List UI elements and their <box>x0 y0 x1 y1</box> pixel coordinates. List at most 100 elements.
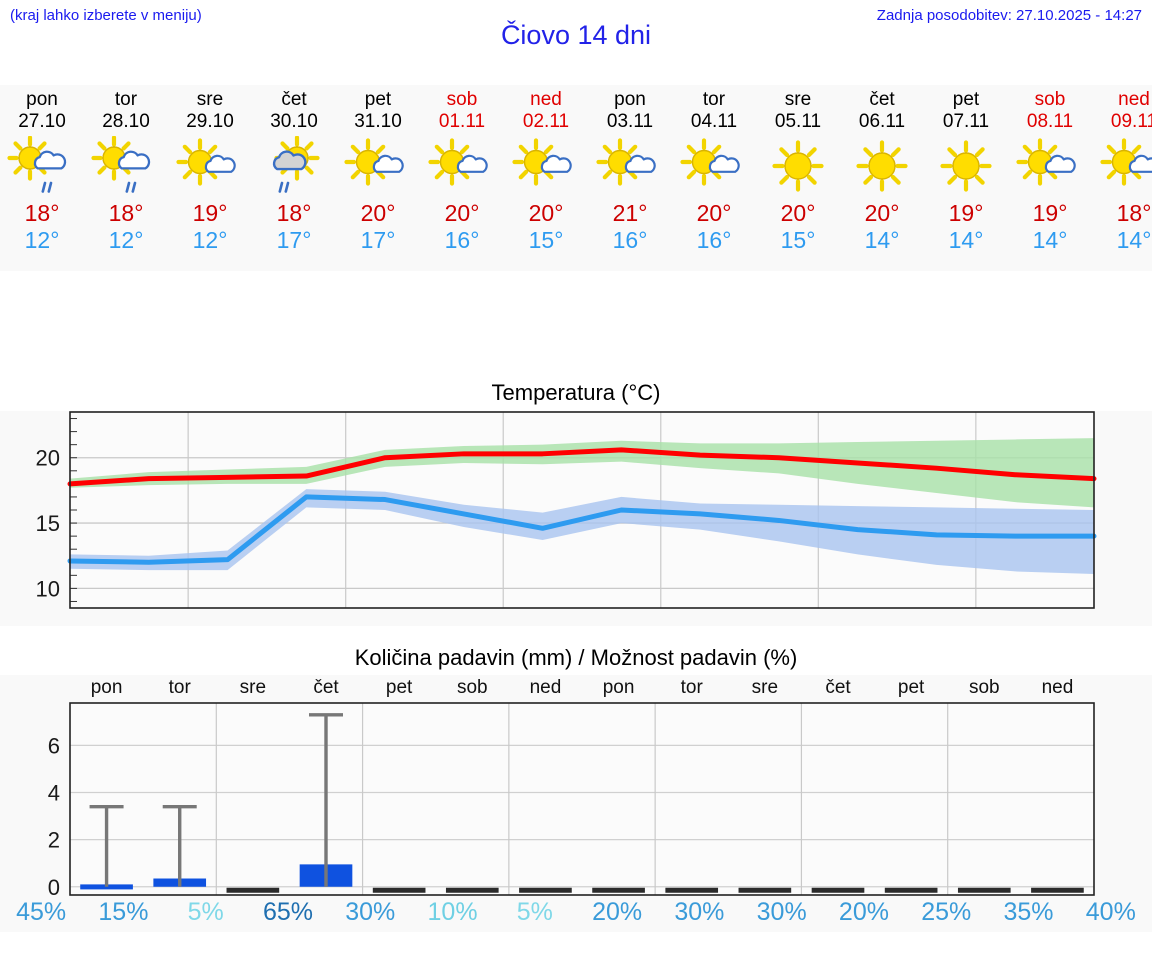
weather-icon-wrap <box>84 135 168 198</box>
daily-forecast-strip: pon 27.10 18° 12° tor 28.10 18° 12° sre 29.10 19° 1… <box>0 85 1152 271</box>
precipitation-bar <box>811 887 865 893</box>
day-column[interactable]: tor 04.11 20° 16° <box>672 85 756 271</box>
day-date: 29.10 <box>186 111 234 132</box>
sun-cloud-icon <box>1100 138 1152 186</box>
day-date: 03.11 <box>606 111 654 132</box>
sun-cloud-icon <box>176 138 236 186</box>
y-axis-tick: 2 <box>48 828 60 853</box>
y-axis-tick: 20 <box>36 446 60 471</box>
y-axis-tick: 15 <box>36 511 60 536</box>
temperature-min: 16° <box>612 227 648 253</box>
temperature-max: 20° <box>360 200 396 226</box>
menu-hint: (kraj lahko izberete v meniju) <box>10 7 202 24</box>
day-column[interactable]: sob 08.11 19° 14° <box>1008 85 1092 271</box>
precipitation-probability: 5% <box>187 898 224 926</box>
precip-day-label: pon <box>603 677 635 698</box>
precip-day-label: sob <box>969 677 1000 698</box>
temperature-max: 20° <box>696 200 732 226</box>
day-name: ned <box>530 89 562 110</box>
day-date: 02.11 <box>522 111 570 132</box>
sun-icon <box>772 140 824 192</box>
temperature-max: 18° <box>24 200 60 226</box>
precipitation-bar <box>80 884 133 890</box>
day-name: sob <box>446 89 478 110</box>
precip-day-label: tor <box>681 677 704 698</box>
day-column[interactable]: sre 29.10 19° 12° <box>168 85 252 271</box>
weather-icon-wrap <box>756 136 840 198</box>
precip-day-label: tor <box>169 677 192 698</box>
page-title: Čiovo 14 dni <box>500 20 652 50</box>
y-axis-tick: 10 <box>36 576 60 601</box>
day-column[interactable]: pet 31.10 20° 17° <box>336 85 420 271</box>
precipitation-probability: 20% <box>592 898 643 926</box>
weather-icon-wrap <box>588 136 672 198</box>
day-name: čet <box>281 89 307 110</box>
precipitation-probability: 5% <box>516 898 553 926</box>
weather-icon-wrap <box>504 136 588 198</box>
sun-cloud-icon <box>1016 138 1076 186</box>
temperature-chart-title: Temperatura (°C) <box>0 377 1152 411</box>
day-date: 04.11 <box>690 111 738 132</box>
temperature-line <box>67 447 1097 487</box>
precipitation-bar <box>884 887 938 893</box>
day-name: pet <box>364 89 392 110</box>
precipitation-probability: 10% <box>427 898 478 926</box>
temperature-max: 20° <box>528 200 564 226</box>
precipitation-error-bar <box>309 713 343 887</box>
precipitation-bar <box>445 887 499 893</box>
precipitation-bar <box>226 887 280 893</box>
day-column[interactable]: sob 01.11 20° 16° <box>420 85 504 271</box>
day-column[interactable]: sre 05.11 20° 15° <box>756 85 840 271</box>
temperature-max: 18° <box>276 200 312 226</box>
y-axis-tick: 4 <box>48 781 60 806</box>
weather-icon-wrap <box>336 136 420 198</box>
precip-day-label: ned <box>1042 677 1074 698</box>
day-column[interactable]: čet 30.10 18° 17° <box>252 85 336 271</box>
precipitation-bar <box>372 887 426 893</box>
day-name: pon <box>26 89 58 110</box>
temperature-min: 14° <box>1032 227 1068 253</box>
day-date: 01.11 <box>438 111 486 132</box>
day-name: pon <box>614 89 646 110</box>
precipitation-probability: 25% <box>921 898 972 926</box>
precip-day-label: pet <box>898 677 925 698</box>
temperature-range-band <box>70 438 1094 508</box>
precip-day-label: čet <box>313 677 339 698</box>
precip-day-label: sre <box>240 677 266 698</box>
day-name: tor <box>702 89 726 110</box>
temperature-line <box>67 494 1097 565</box>
day-date: 06.11 <box>858 111 906 132</box>
y-axis-tick: 6 <box>48 733 60 758</box>
day-column[interactable]: tor 28.10 18° 12° <box>84 85 168 271</box>
weather-icon-wrap <box>420 136 504 198</box>
day-date: 30.10 <box>270 111 318 132</box>
precipitation-probability: 30% <box>756 898 807 926</box>
day-column[interactable]: pon 27.10 18° 12° <box>0 85 84 271</box>
day-column[interactable]: pon 03.11 21° 16° <box>588 85 672 271</box>
day-date: 28.10 <box>102 111 150 132</box>
day-name: čet <box>869 89 895 110</box>
precipitation-probability-row: 45% 15% 5% 65% 30% 10% 5% 20% 30% 30% 20% 25% 35% 40% <box>0 898 1152 938</box>
sun-icon <box>940 140 992 192</box>
precipitation-probability: 30% <box>345 898 396 926</box>
last-update-label: Zadnja posodobitev: 27.10.2025 - 14:27 <box>876 7 1142 24</box>
day-column[interactable]: pet 07.11 19° 14° <box>924 85 1008 271</box>
precipitation-bar <box>519 887 572 893</box>
precip-day-label: pon <box>91 677 123 698</box>
temperature-min: 12° <box>192 227 228 253</box>
weather-icon-wrap <box>252 135 336 198</box>
temperature-min: 12° <box>108 227 144 253</box>
precip-day-label: ned <box>530 677 562 698</box>
day-column[interactable]: ned 02.11 20° 15° <box>504 85 588 271</box>
precipitation-bar <box>665 887 719 893</box>
temperature-min: 17° <box>360 227 396 253</box>
sun-cloud-icon <box>428 138 488 186</box>
precipitation-probability: 15% <box>98 898 149 926</box>
temperature-max: 19° <box>948 200 984 226</box>
precipitation-probability: 30% <box>674 898 725 926</box>
precip-day-label: sob <box>457 677 488 698</box>
day-column[interactable]: ned 09.11 18° 14° <box>1092 85 1152 271</box>
day-date: 08.11 <box>1026 111 1074 132</box>
day-column[interactable]: čet 06.11 20° 14° <box>840 85 924 271</box>
precipitation-probability: 45% <box>16 898 67 926</box>
